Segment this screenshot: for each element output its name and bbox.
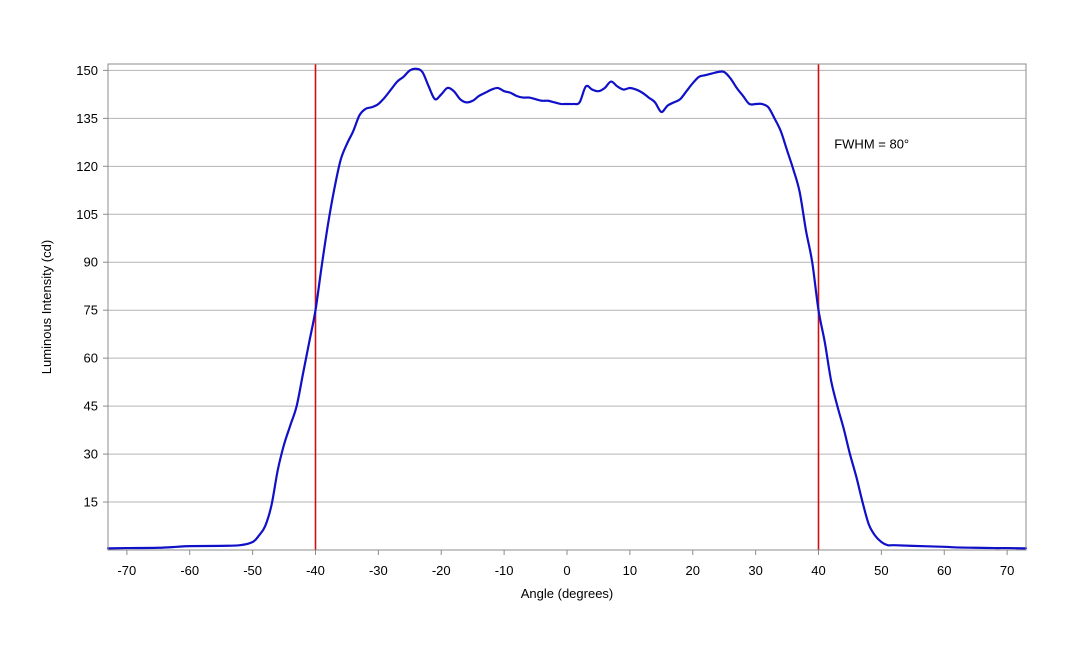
x-tick-label--70: -70 — [117, 563, 136, 578]
y-tick-label-90: 90 — [84, 255, 98, 270]
series-line-1 — [106, 67, 1028, 550]
x-tick-label-10: 10 — [623, 563, 637, 578]
x-tick-label-70: 70 — [1000, 563, 1014, 578]
x-tick-label--30: -30 — [369, 563, 388, 578]
x-tick-label-50: 50 — [874, 563, 888, 578]
x-axis-ticks: -70 -60 -50 -40 -30 -20 -10 0 10 20 30 40 50 60 70 — [117, 550, 1014, 578]
y-tick-label-105: 105 — [76, 207, 98, 222]
x-tick-label--50: -50 — [243, 563, 262, 578]
x-tick-label--40: -40 — [306, 563, 325, 578]
y-tick-label-30: 30 — [84, 447, 98, 462]
y-tick-label-120: 120 — [76, 159, 98, 174]
y-axis-ticks: 15 30 45 60 75 90 105 120 135 150 — [76, 63, 108, 510]
x-tick-label-40: 40 — [811, 563, 825, 578]
x-tick-label-20: 20 — [686, 563, 700, 578]
x-axis-title: Angle (degrees) — [521, 586, 614, 601]
y-axis-title: Luminous Intensity (cd) — [39, 240, 54, 374]
x-tick-label-30: 30 — [748, 563, 762, 578]
grid-lines — [108, 69, 1026, 503]
x-tick-label--20: -20 — [432, 563, 451, 578]
plot-area — [108, 64, 1026, 550]
annotations: FWHM = 80° — [834, 136, 909, 151]
x-tick-label-60: 60 — [937, 563, 951, 578]
x-tick-label-0: 0 — [563, 563, 570, 578]
y-tick-label-60: 60 — [84, 351, 98, 366]
y-tick-label-15: 15 — [84, 495, 98, 510]
x-tick-label--60: -60 — [180, 563, 199, 578]
y-tick-label-150: 150 — [76, 63, 98, 78]
y-tick-label-75: 75 — [84, 303, 98, 318]
series-layer — [106, 67, 1028, 550]
y-tick-label-45: 45 — [84, 399, 98, 414]
y-tick-label-135: 135 — [76, 111, 98, 126]
fwhm-annotation: FWHM = 80° — [834, 136, 909, 151]
x-tick-label--10: -10 — [495, 563, 514, 578]
